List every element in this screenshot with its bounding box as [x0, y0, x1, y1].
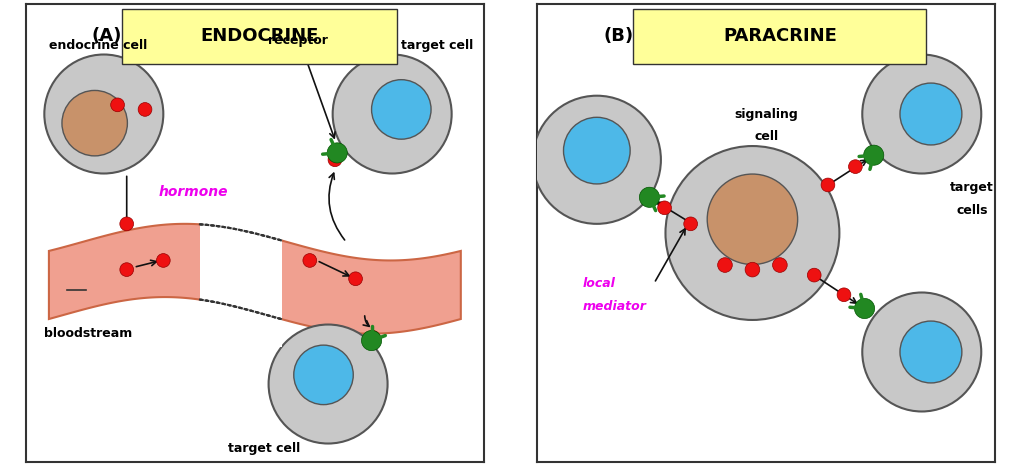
- Circle shape: [563, 117, 630, 184]
- Circle shape: [120, 263, 133, 276]
- Polygon shape: [49, 224, 461, 334]
- Circle shape: [349, 272, 362, 286]
- Circle shape: [849, 160, 862, 173]
- Circle shape: [657, 201, 672, 215]
- Text: mediator: mediator: [583, 300, 647, 313]
- Circle shape: [111, 98, 125, 112]
- Text: receptor: receptor: [268, 34, 329, 47]
- Circle shape: [333, 55, 452, 173]
- Circle shape: [268, 324, 387, 444]
- FancyBboxPatch shape: [634, 9, 927, 64]
- Circle shape: [821, 178, 835, 192]
- Text: target cell: target cell: [228, 442, 300, 455]
- Circle shape: [328, 153, 342, 167]
- Text: bloodstream: bloodstream: [44, 327, 132, 340]
- Circle shape: [639, 187, 659, 207]
- Text: PARACRINE: PARACRINE: [723, 27, 837, 45]
- Text: ENDOCRINE: ENDOCRINE: [201, 27, 318, 45]
- Text: signaling: signaling: [734, 108, 798, 121]
- Text: target: target: [950, 181, 994, 194]
- FancyBboxPatch shape: [122, 9, 396, 64]
- Circle shape: [863, 145, 884, 165]
- Circle shape: [807, 268, 821, 282]
- Circle shape: [854, 298, 874, 319]
- Circle shape: [138, 103, 152, 116]
- Circle shape: [900, 83, 962, 145]
- Circle shape: [745, 262, 760, 277]
- Circle shape: [328, 143, 347, 163]
- Circle shape: [44, 55, 163, 173]
- Circle shape: [862, 293, 981, 411]
- Polygon shape: [200, 206, 283, 348]
- Circle shape: [61, 90, 127, 156]
- Text: cells: cells: [956, 204, 988, 217]
- Circle shape: [366, 330, 380, 344]
- Circle shape: [294, 345, 353, 404]
- Circle shape: [772, 258, 787, 272]
- Circle shape: [900, 321, 962, 383]
- Text: (A): (A): [92, 27, 122, 45]
- Circle shape: [862, 55, 981, 173]
- Text: cell: cell: [754, 130, 778, 144]
- Circle shape: [303, 254, 316, 267]
- Circle shape: [372, 80, 431, 139]
- Circle shape: [120, 217, 133, 231]
- Circle shape: [361, 330, 382, 350]
- Text: target cell: target cell: [401, 39, 473, 52]
- Circle shape: [837, 288, 851, 302]
- Text: endocrine cell: endocrine cell: [49, 39, 147, 52]
- Circle shape: [666, 146, 840, 320]
- Circle shape: [708, 174, 798, 265]
- Circle shape: [157, 254, 170, 267]
- Circle shape: [718, 258, 732, 272]
- Circle shape: [684, 217, 697, 231]
- Text: local: local: [583, 277, 616, 290]
- Text: hormone: hormone: [159, 185, 228, 199]
- Circle shape: [532, 96, 660, 224]
- Text: (B): (B): [603, 27, 634, 45]
